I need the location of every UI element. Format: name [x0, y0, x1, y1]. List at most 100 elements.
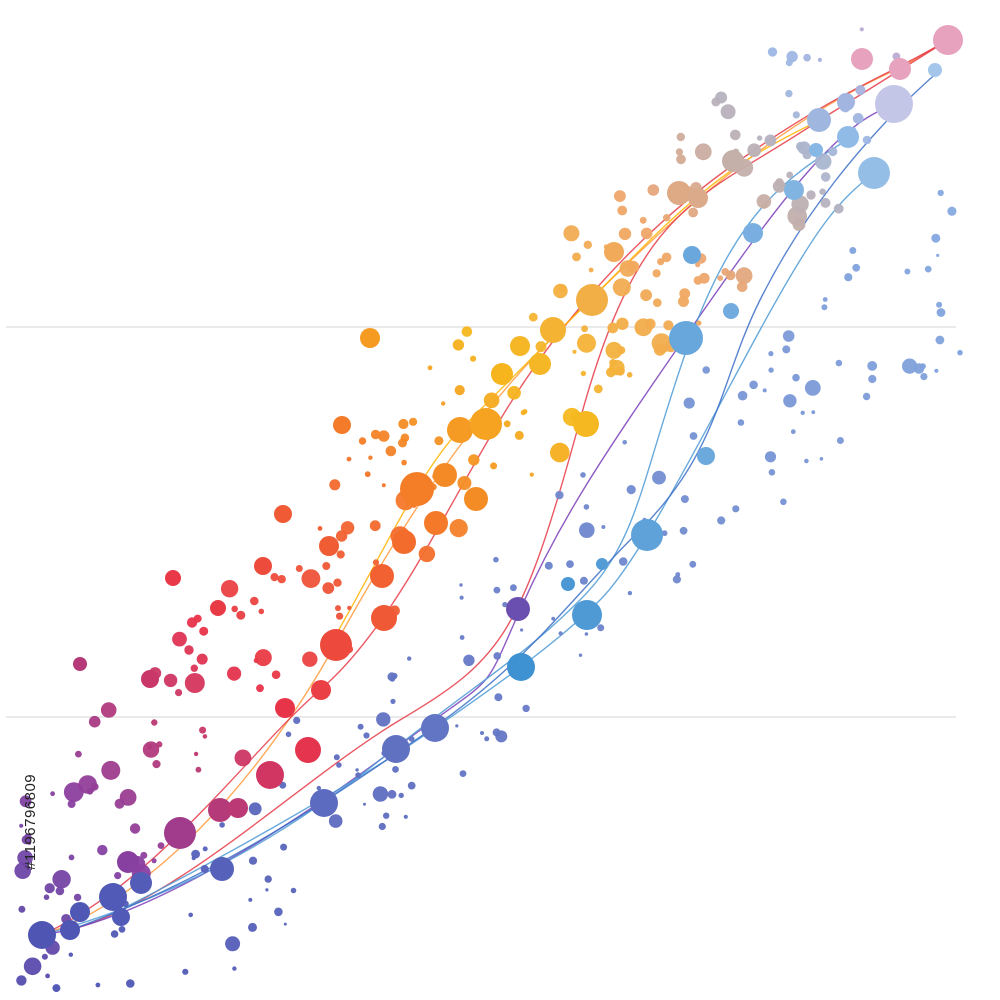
scattered-dots: [14, 27, 963, 993]
scatter-dot-175: [335, 605, 341, 612]
scatter-dot-133: [617, 205, 628, 216]
scatter-dot-235: [220, 580, 239, 598]
scatter-dot-100: [640, 289, 652, 302]
scatter-dot-313: [493, 556, 499, 563]
scatter-dot-69: [329, 479, 341, 491]
curve-line-8: [329, 119, 821, 646]
scatter-dot-243: [819, 188, 826, 195]
curve-node-25: [491, 363, 513, 385]
scatter-dot-330: [618, 557, 628, 566]
scatter-dot-66: [514, 430, 524, 440]
scatter-dot-240: [114, 798, 125, 809]
curve-node-39: [933, 25, 963, 55]
curve-node-45: [210, 600, 226, 616]
scatter-dot-104: [193, 751, 199, 757]
scatter-dot-81: [563, 225, 580, 242]
scatter-dot-19: [639, 216, 647, 224]
scatter-dot-286: [737, 390, 748, 401]
scatter-dot-137: [694, 143, 712, 161]
scatter-dot-237: [785, 59, 793, 67]
scatter-dot-65: [322, 562, 331, 570]
curve-node-41: [333, 416, 351, 434]
scatter-dot-377: [265, 888, 269, 892]
curve-node-8: [164, 817, 196, 849]
scatter-dot-279: [502, 601, 508, 608]
scatter-dot-397: [790, 429, 796, 435]
curve-node-33: [688, 188, 708, 208]
scatter-dot-247: [140, 851, 148, 859]
scatter-dot-266: [459, 595, 464, 600]
curve-node-40: [360, 328, 380, 348]
scatter-dot-292: [780, 498, 787, 506]
curve-node-53: [210, 857, 234, 881]
scatter-dot-216: [43, 894, 50, 900]
scatter-dot-281: [408, 736, 415, 742]
scatter-dot-333: [902, 358, 918, 374]
scatter-dot-181: [828, 146, 838, 157]
scatter-dot-339: [924, 265, 932, 273]
scatter-dot-160: [675, 148, 684, 156]
scatter-dot-21: [114, 872, 122, 880]
curve-line-4: [41, 104, 896, 936]
curve-node-11: [256, 761, 284, 789]
curve-node-7: [117, 851, 139, 873]
scatter-dot-249: [606, 367, 616, 378]
stock-id-watermark: #1196796809: [22, 773, 39, 870]
scatter-dot-324: [484, 736, 490, 742]
scatter-dot-263: [126, 979, 135, 988]
scatter-dot-312: [672, 575, 682, 584]
scatter-dot-188: [336, 612, 344, 620]
curve-node-32: [667, 181, 691, 205]
scatter-dot-157: [172, 631, 187, 647]
scatter-dot-92: [647, 184, 660, 196]
scatter-dot-11: [67, 800, 76, 808]
scatter-dot-20: [301, 569, 321, 588]
curve-node-67: [809, 143, 823, 157]
scatter-dot-388: [376, 712, 391, 727]
scatter-dot-277: [852, 263, 861, 272]
scatter-dot-308: [510, 584, 517, 592]
scatter-dot-274: [936, 301, 943, 308]
scatter-dot-76: [806, 190, 816, 200]
scatter-dot-209: [333, 578, 342, 587]
scatter-dot-374: [931, 233, 941, 243]
scatter-dot-295: [732, 505, 740, 513]
curve-node-36: [837, 93, 855, 111]
scatter-dot-163: [157, 842, 165, 849]
scatter-dot-138: [529, 472, 534, 477]
scatter-dot-276: [363, 732, 370, 739]
connecting-curves: [41, 39, 949, 936]
scatter-dot-236: [593, 384, 603, 394]
scatter-dot-96: [441, 401, 446, 406]
scatter-dot-43: [583, 240, 592, 249]
scatter-dot-322: [849, 247, 857, 254]
scatter-dot-351: [191, 856, 196, 861]
scatter-dot-270: [947, 206, 957, 216]
scatter-dot-2: [302, 651, 318, 667]
scatter-dot-120: [490, 462, 498, 470]
curve-node-44: [254, 557, 272, 575]
scatter-dot-207: [14, 862, 31, 879]
scatter-dot-318: [957, 349, 963, 356]
curve-node-21: [433, 463, 457, 487]
scatter-dot-336: [836, 437, 844, 444]
scatter-dot-304: [683, 397, 695, 409]
curve-node-68: [561, 577, 575, 591]
scatter-dot-198: [45, 973, 50, 979]
scatter-dot-254: [248, 922, 257, 932]
scatter-dot-381: [118, 926, 126, 933]
scatter-dot-345: [392, 766, 399, 773]
scatter-dot-71: [196, 653, 208, 665]
curve-node-48: [73, 657, 87, 671]
scatter-dot-15: [336, 550, 345, 559]
scatter-dot-91: [653, 343, 666, 356]
scatter-dot-122: [277, 575, 286, 584]
scatter-dot-125: [199, 626, 209, 636]
scatter-dot-97: [97, 844, 108, 856]
scatter-dot-38: [792, 111, 800, 119]
scatter-dot-199: [653, 298, 662, 308]
scatter-dot-156: [23, 957, 42, 976]
scatter-dot-64: [862, 135, 872, 145]
scatter-dot-142: [572, 349, 577, 354]
scatter-dot-126: [786, 171, 794, 179]
